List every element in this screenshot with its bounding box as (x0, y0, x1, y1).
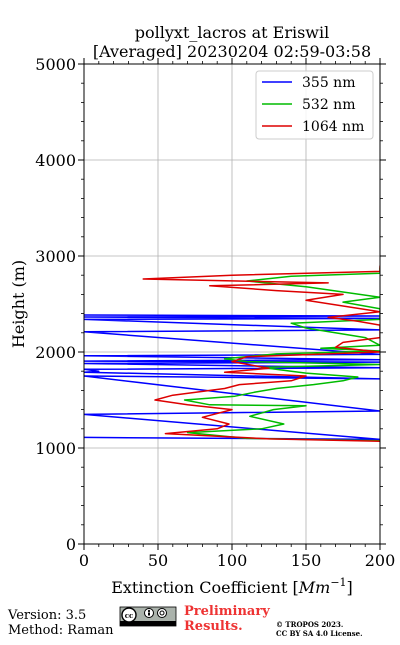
x-tick-label: 150 (291, 551, 322, 570)
legend-label: 355 nm (302, 75, 355, 91)
svg-text:cc: cc (125, 611, 134, 620)
y-tick-label: 5000 (35, 55, 76, 74)
share-alike-icon (157, 608, 167, 618)
y-tick-label: 2000 (35, 343, 76, 362)
method-text: Method: Raman (8, 623, 114, 638)
series-line-355-nm (84, 314, 380, 441)
y-tick-label: 0 (66, 535, 76, 554)
copyright-line2: CC BY SA 4.0 License. (276, 629, 363, 638)
y-axis-label: Height (m) (9, 260, 28, 348)
x-tick-label: 50 (148, 551, 168, 570)
cc-logo-icon (121, 607, 137, 623)
series-line-532-nm (183, 267, 380, 442)
y-tick-label: 3000 (35, 247, 76, 266)
x-axis-label: Extinction Coefficient [Mm−1] (111, 576, 353, 597)
chart-subtitle: [Averaged] 20230204 02:59-03:58 (93, 42, 371, 61)
y-tick-label: 4000 (35, 151, 76, 170)
x-tick-label: 0 (79, 551, 89, 570)
copyright-line1: © TROPOS 2023. (276, 620, 343, 629)
cc-license-badge: cc (119, 606, 177, 627)
version-text: Version: 3.5 (7, 608, 86, 623)
legend-label: 532 nm (302, 97, 355, 113)
y-tick-label: 1000 (35, 439, 76, 458)
legend: 355 nm 532 nm 1064 nm (255, 70, 374, 140)
legend-box (255, 70, 374, 140)
x-tick-label: 100 (217, 551, 248, 570)
series-line-1064-nm (142, 265, 380, 443)
series-layer (84, 265, 380, 443)
preliminary-notice-line2: Results. (184, 619, 243, 634)
chart-title: pollyxt_lacros at Eriswil (135, 23, 329, 42)
preliminary-notice-line1: Preliminary (184, 604, 270, 619)
legend-label: 1064 nm (302, 119, 364, 135)
x-tick-label: 200 (365, 551, 396, 570)
